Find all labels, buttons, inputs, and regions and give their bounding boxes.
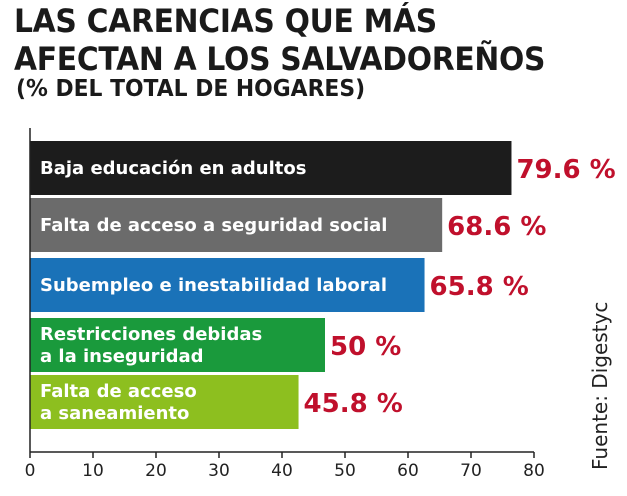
x-tick-label-2: 20 [145,461,167,481]
bar-4 [30,375,299,429]
x-tick-label-4: 40 [271,461,293,481]
x-tick-label-7: 70 [460,461,482,481]
x-tick-label-5: 50 [334,461,356,481]
chart-title: LAS CARENCIAS QUE MÁS AFECTAN A LOS SALV… [14,2,546,78]
x-tick-label-8: 80 [523,461,545,481]
bar-3 [30,318,325,372]
x-tick-label-1: 10 [82,461,104,481]
x-tick-label-6: 60 [397,461,419,481]
bar-0 [30,141,512,195]
value-label-3: 50 % [330,332,401,362]
bar-label-4: Falta de acceso a saneamiento [40,381,197,424]
bar-label-0: Baja educación en adultos [40,158,306,179]
chart-subtitle: (% DEL TOTAL DE HOGARES) [16,76,366,102]
x-tick-label-0: 0 [25,461,36,481]
bar-1 [30,198,443,252]
bar-2 [30,258,425,312]
value-label-2: 65.8 % [430,272,529,302]
x-tick-label-3: 30 [208,461,230,481]
bar-label-2: Subempleo e inestabilidad laboral [40,275,387,296]
bar-label-3: Restricciones debidas a la inseguridad [40,324,262,367]
bar-label-1: Falta de acceso a seguridad social [40,215,387,236]
value-label-0: 79.6 % [516,155,615,185]
value-label-1: 68.6 % [447,212,546,242]
value-label-4: 45.8 % [304,389,403,419]
